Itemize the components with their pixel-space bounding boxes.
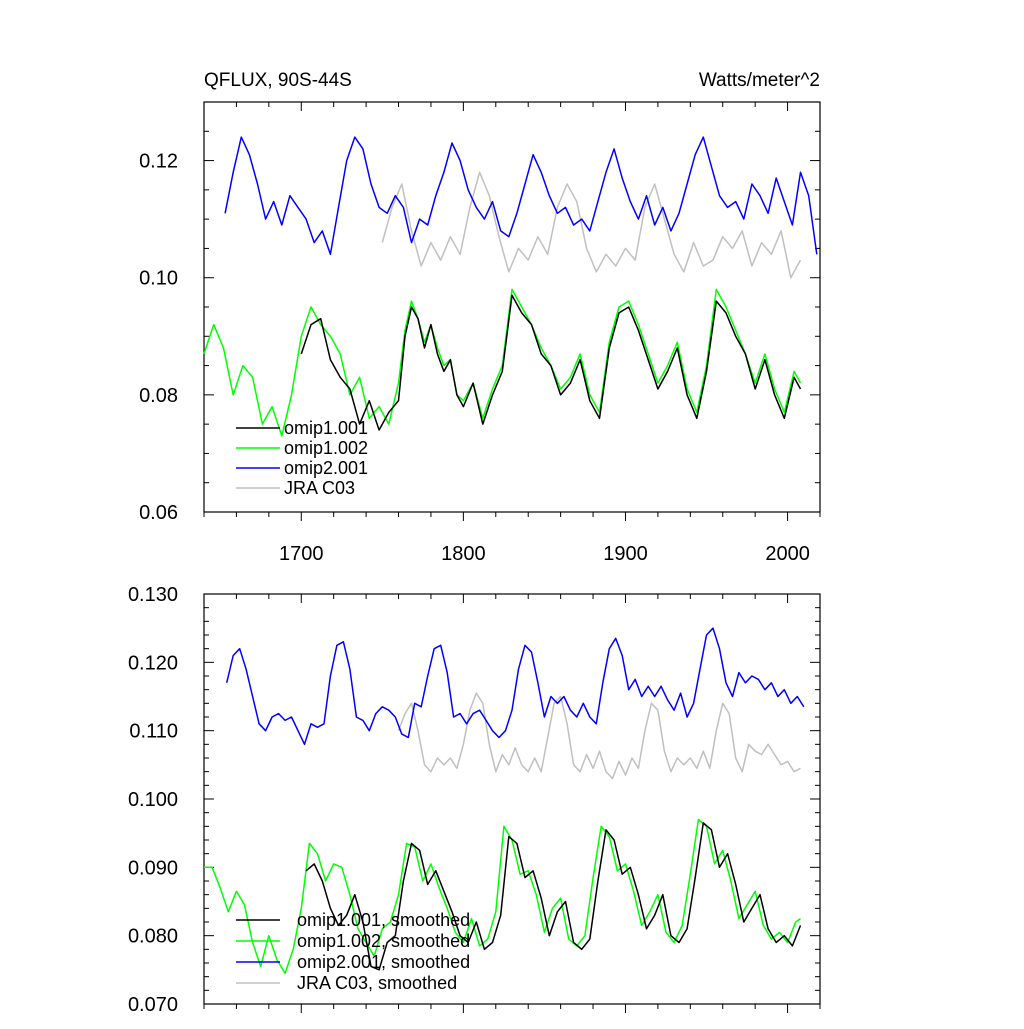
legend-label: omip2.001, smoothed <box>297 952 470 972</box>
y-tick-label: 0.06 <box>139 502 178 524</box>
series-line <box>305 822 802 971</box>
y-tick-label: 0.120 <box>128 652 178 674</box>
legend-label: JRA C03, smoothed <box>297 973 457 993</box>
x-tick-label: 1700 <box>279 543 324 565</box>
legend-label: omip1.001 <box>284 418 368 438</box>
x-tick-label: 2000 <box>765 543 810 565</box>
legend-label: omip1.002 <box>284 438 368 458</box>
x-tick-label: 1800 <box>441 543 486 565</box>
y-tick-label: 0.070 <box>128 994 178 1016</box>
panel-1-title-right: Watts/meter^2 <box>699 70 820 91</box>
series-line <box>300 294 802 431</box>
series-line <box>397 692 801 780</box>
y-tick-label: 0.130 <box>128 584 178 606</box>
y-tick-label: 0.080 <box>128 926 178 948</box>
y-tick-label: 0.100 <box>128 789 178 811</box>
series-line <box>224 136 818 256</box>
y-tick-label: 0.08 <box>139 385 178 407</box>
series-line <box>381 171 802 279</box>
series-line <box>203 288 802 437</box>
legend-label: JRA C03 <box>284 478 355 498</box>
series-line <box>225 627 805 746</box>
y-tick-label: 0.110 <box>129 721 178 743</box>
y-tick-label: 0.12 <box>139 151 178 173</box>
panel-2-plot: 0.070 0.080 0.090 0.100 0.110 0.120 0.130 omip1… <box>128 584 821 1016</box>
y-tick-label: 0.090 <box>128 857 178 879</box>
panel-1-plot: 0.06 0.08 0.10 0.12 1700 1800 1900 2000 omip1.00… <box>139 101 821 565</box>
legend-label: omip1.001, smoothed <box>297 910 470 930</box>
x-tick-label: 1900 <box>603 543 648 565</box>
y-tick-label: 0.10 <box>139 268 178 290</box>
legend-label: omip2.001 <box>284 458 368 478</box>
panel-1-title-left: QFLUX, 90S-44S <box>204 70 352 91</box>
legend-label: omip1.002, smoothed <box>297 931 470 951</box>
